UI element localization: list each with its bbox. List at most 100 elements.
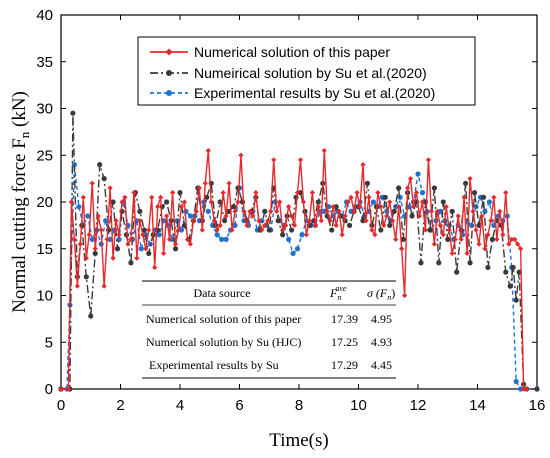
series-1-point-99 bbox=[503, 269, 509, 275]
y-tick-label-7: 35 bbox=[36, 54, 53, 71]
series-0-point-94 bbox=[342, 213, 348, 219]
series-1-point-64 bbox=[346, 222, 353, 228]
series-0-point-85 bbox=[315, 204, 321, 210]
series-0-point-115 bbox=[404, 185, 411, 191]
series-0-point-82 bbox=[306, 218, 313, 224]
series-0-point-131 bbox=[452, 236, 458, 242]
legend-label-2: Experimental results by Su et al.(2020) bbox=[194, 85, 435, 101]
series-0-point-108 bbox=[384, 213, 390, 219]
series-2-point-11 bbox=[107, 236, 113, 242]
series-0-point-76 bbox=[288, 213, 295, 219]
series-0-point-116 bbox=[407, 176, 414, 182]
series-2-point-81 bbox=[419, 190, 426, 196]
series-0-point-14 bbox=[104, 236, 110, 242]
series-0-point-120 bbox=[419, 199, 426, 205]
series-0-point-49 bbox=[208, 199, 214, 205]
series-2-point-54 bbox=[299, 232, 305, 238]
table-header-mean: Fnave bbox=[329, 284, 347, 302]
table-row-2-mean: 17.29 bbox=[331, 358, 358, 372]
series-2-point-20 bbox=[147, 241, 153, 247]
series-0-point-128 bbox=[443, 204, 449, 210]
series-0-point-73 bbox=[280, 227, 286, 233]
table-row-0-mean: 17.39 bbox=[331, 312, 358, 326]
legend-marker-0 bbox=[165, 48, 173, 56]
series-0-point-4 bbox=[74, 283, 80, 289]
series-0-point-61 bbox=[244, 222, 250, 228]
series-1-point-32 bbox=[204, 194, 210, 200]
series-0-point-136 bbox=[467, 176, 473, 182]
legend-marker-2 bbox=[166, 90, 172, 96]
table-header-mean-f: F bbox=[329, 286, 338, 300]
series-0-point-30 bbox=[152, 264, 158, 271]
series-0-point-126 bbox=[437, 222, 443, 228]
x-tick-label-2: 4 bbox=[176, 397, 184, 414]
series-0-point-16 bbox=[110, 255, 116, 261]
series-2-point-103 bbox=[518, 386, 524, 392]
series-1-point-71 bbox=[378, 227, 384, 233]
series-2-point-37 bbox=[223, 236, 229, 242]
series-0-point-98 bbox=[354, 190, 360, 196]
series-2-point-39 bbox=[232, 222, 238, 228]
series-2-point-35 bbox=[214, 232, 220, 238]
series-0-point-22 bbox=[128, 236, 134, 242]
series-0-point-142 bbox=[485, 232, 491, 238]
series-layer bbox=[58, 110, 540, 392]
y-axis-ticks: 0 5 10 15 20 25 30 35 40 bbox=[36, 7, 537, 398]
series-1-point-14 bbox=[123, 232, 130, 238]
series-1-point-22 bbox=[159, 204, 165, 210]
legend-label-0: Numerical solution of this paper bbox=[194, 44, 390, 60]
series-0-point-67 bbox=[262, 222, 268, 228]
series-2-point-6 bbox=[85, 213, 91, 219]
series-0-point-1 bbox=[65, 386, 72, 392]
series-2-point-27 bbox=[178, 227, 185, 233]
series-0-point-123 bbox=[428, 208, 434, 214]
series-1-point-75 bbox=[396, 185, 402, 191]
table-row-1-std: 4.93 bbox=[371, 335, 392, 349]
legend: Numerical solution of this paper Numeiri… bbox=[137, 36, 476, 106]
series-0-point-119 bbox=[416, 213, 423, 219]
series-1-point-101 bbox=[510, 264, 516, 271]
series-2-point-4 bbox=[76, 204, 82, 210]
series-0-point-13 bbox=[101, 283, 107, 289]
series-2-point-52 bbox=[290, 250, 296, 257]
series-0-point-91 bbox=[333, 222, 339, 228]
series-0-point-34 bbox=[164, 213, 170, 219]
table-row-1-mean: 17.25 bbox=[331, 335, 358, 349]
legend-item-2: Experimental results by Su et al.(2020) bbox=[150, 85, 435, 101]
x-tick-label-0: 0 bbox=[57, 397, 65, 414]
series-1-point-45 bbox=[262, 208, 268, 214]
series-0-point-24 bbox=[134, 255, 140, 261]
x-tick-label-4: 8 bbox=[295, 397, 303, 414]
series-0-point-80 bbox=[300, 199, 307, 205]
legend-marker-1 bbox=[166, 70, 172, 76]
series-0-point-33 bbox=[161, 250, 167, 257]
series-0-point-147 bbox=[500, 232, 506, 238]
series-1-point-91 bbox=[467, 260, 473, 266]
series-0-point-154 bbox=[521, 386, 527, 392]
legend-item-0: Numerical solution of this paper bbox=[150, 44, 390, 60]
series-1-point-10 bbox=[106, 227, 112, 233]
series-0-point-145 bbox=[494, 236, 500, 242]
series-0-point-37 bbox=[172, 241, 179, 247]
y-axis-title: Normal cutting force Fn (kN) bbox=[9, 91, 32, 313]
series-0-point-9 bbox=[89, 180, 95, 186]
series-0-point-117 bbox=[410, 204, 417, 210]
series-1-point-87 bbox=[449, 208, 455, 214]
series-0-point-40 bbox=[181, 199, 188, 205]
series-0-point-81 bbox=[303, 232, 310, 238]
series-2-point-29 bbox=[187, 213, 194, 219]
series-0-point-90 bbox=[330, 204, 336, 210]
series-1-point-36 bbox=[222, 218, 228, 224]
series-0-point-140 bbox=[479, 213, 485, 219]
y-axis-title-subscript: n bbox=[17, 131, 32, 138]
series-0-point-149 bbox=[506, 241, 512, 247]
series-1-point-6 bbox=[88, 313, 94, 319]
table-row-0-std: 4.95 bbox=[371, 312, 392, 326]
series-2-point-70 bbox=[370, 199, 376, 205]
series-0-point-52 bbox=[217, 222, 223, 228]
series-0-point-48 bbox=[205, 147, 211, 154]
series-0-point-102 bbox=[366, 194, 372, 200]
series-0-point-88 bbox=[324, 208, 330, 214]
table-header-std-close: ) bbox=[391, 286, 395, 300]
series-1-point-23 bbox=[164, 199, 170, 205]
